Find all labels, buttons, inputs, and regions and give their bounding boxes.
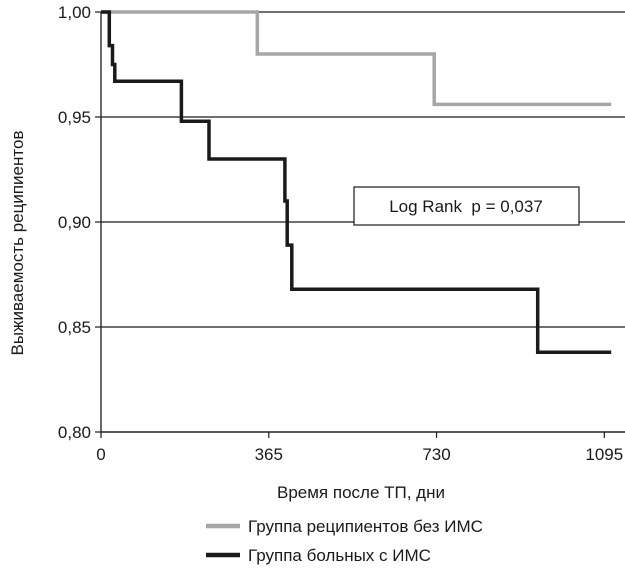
legend-label-0: Группа реципиентов без ИМС	[248, 517, 483, 536]
y-tick-label-1: 0,85	[58, 318, 91, 337]
legend: Группа реципиентов без ИМС Группа больных…	[206, 517, 483, 565]
annotation-frame	[353, 186, 580, 226]
y-tick-label-4: 1,00	[58, 3, 91, 22]
series-line-1	[101, 10, 612, 354]
x-tick-label-3: 1095	[585, 445, 623, 464]
y-tick-label-2: 0,90	[58, 213, 91, 232]
axes	[95, 11, 625, 438]
y-tick-label-3: 0,95	[58, 108, 91, 127]
annotation-box: Log Rank p = 0,037	[353, 186, 580, 226]
legend-item-1: Группа больных с ИМС	[206, 546, 431, 565]
legend-item-0: Группа реципиентов без ИМС	[206, 517, 483, 536]
x-tick-label-2: 730	[422, 445, 450, 464]
series-line-0	[101, 10, 612, 107]
x-tick-label-0: 0	[96, 445, 105, 464]
x-tick-label-1: 365	[255, 445, 283, 464]
x-axis-title: Время после ТП, дни	[277, 483, 445, 502]
series-lines	[101, 10, 612, 354]
tick-labels: 0,80 0,85 0,90 0,95 1,00 0 365 730 1095	[58, 3, 623, 464]
legend-label-1: Группа больных с ИМС	[248, 546, 431, 565]
annotation-text: Log Rank p = 0,037	[389, 197, 543, 216]
y-tick-label-0: 0,80	[58, 423, 91, 442]
y-axis-title: Выживаемость реципиентов	[8, 131, 27, 356]
